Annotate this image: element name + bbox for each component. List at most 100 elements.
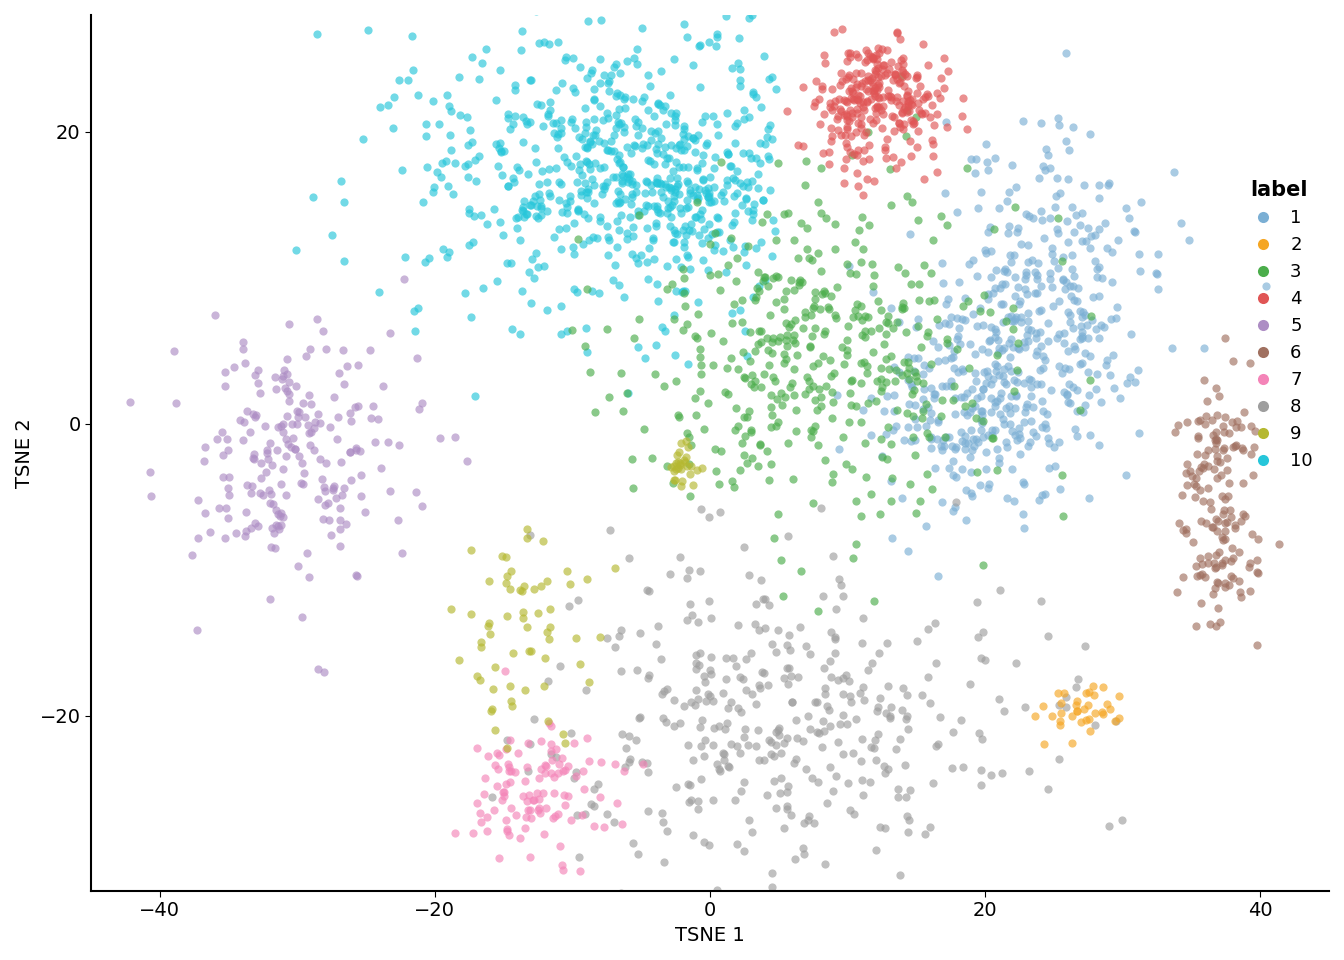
Point (1007, 279, 1028, 295)
Point (887, 24, 909, 39)
Point (1198, 548, 1219, 564)
Point (1059, 375, 1081, 391)
Point (679, 467, 700, 482)
Point (780, 273, 801, 288)
Point (884, 66, 906, 82)
Point (626, 207, 648, 223)
Point (945, 441, 966, 456)
Point (1085, 322, 1106, 337)
Point (437, 179, 458, 194)
Point (618, 171, 640, 186)
Point (672, 323, 694, 338)
Point (257, 445, 278, 461)
Point (907, 319, 929, 334)
Point (464, 153, 485, 168)
Point (704, 149, 726, 164)
Point (832, 429, 853, 444)
Point (526, 97, 547, 112)
Point (692, 748, 714, 763)
Point (1215, 523, 1236, 539)
Point (669, 457, 691, 472)
Point (1001, 423, 1023, 439)
Point (820, 669, 841, 684)
Point (977, 162, 999, 178)
Point (788, 138, 809, 154)
Point (991, 297, 1012, 312)
Point (853, 102, 875, 117)
Point (1078, 711, 1099, 727)
Point (677, 563, 699, 578)
Point (952, 311, 973, 326)
Point (689, 206, 711, 222)
Point (594, 819, 616, 834)
Point (515, 683, 536, 698)
Point (1222, 570, 1243, 586)
Point (892, 51, 914, 66)
Point (1035, 420, 1056, 436)
Point (1198, 480, 1219, 495)
Point (864, 100, 886, 115)
Point (913, 91, 934, 107)
Point (867, 60, 888, 76)
Point (852, 635, 874, 650)
Point (262, 496, 284, 512)
Point (896, 104, 918, 119)
Point (344, 399, 366, 415)
Point (886, 89, 907, 105)
Point (1004, 313, 1025, 328)
Point (1050, 718, 1071, 733)
Point (667, 460, 688, 475)
Point (687, 794, 708, 809)
Point (500, 732, 521, 748)
Point (628, 207, 649, 223)
Point (649, 176, 671, 191)
Point (527, 259, 548, 275)
Point (989, 406, 1011, 421)
Point (1097, 352, 1118, 368)
Point (524, 582, 546, 597)
Point (832, 588, 853, 604)
Point (703, 180, 724, 195)
Point (583, 781, 605, 797)
Point (499, 763, 520, 779)
Point (777, 798, 798, 813)
Point (785, 312, 806, 327)
Point (676, 193, 698, 208)
Point (864, 593, 886, 609)
Point (808, 91, 829, 107)
Point (652, 103, 673, 118)
Point (761, 886, 782, 901)
Point (689, 719, 711, 734)
Point (540, 743, 562, 758)
Point (304, 443, 325, 458)
Point (1116, 467, 1137, 482)
Point (793, 321, 814, 336)
Point (579, 161, 601, 177)
Point (551, 204, 573, 220)
Point (1004, 288, 1025, 303)
Point (552, 763, 574, 779)
Point (892, 116, 914, 132)
Point (388, 72, 410, 87)
Point (1020, 323, 1042, 338)
Point (857, 73, 879, 88)
Point (1095, 357, 1117, 372)
Point (1015, 339, 1036, 354)
Point (942, 503, 964, 518)
Point (668, 137, 689, 153)
Point (1059, 314, 1081, 329)
Point (753, 193, 774, 208)
Point (1071, 324, 1093, 340)
Point (234, 528, 255, 543)
Point (1062, 735, 1083, 751)
Point (813, 146, 835, 161)
Point (855, 81, 876, 96)
Point (481, 789, 503, 804)
Point (1005, 656, 1027, 671)
Point (1017, 254, 1039, 270)
Point (1102, 348, 1124, 363)
Point (902, 408, 923, 423)
Point (948, 365, 969, 380)
Point (612, 176, 633, 191)
Point (985, 324, 1007, 339)
